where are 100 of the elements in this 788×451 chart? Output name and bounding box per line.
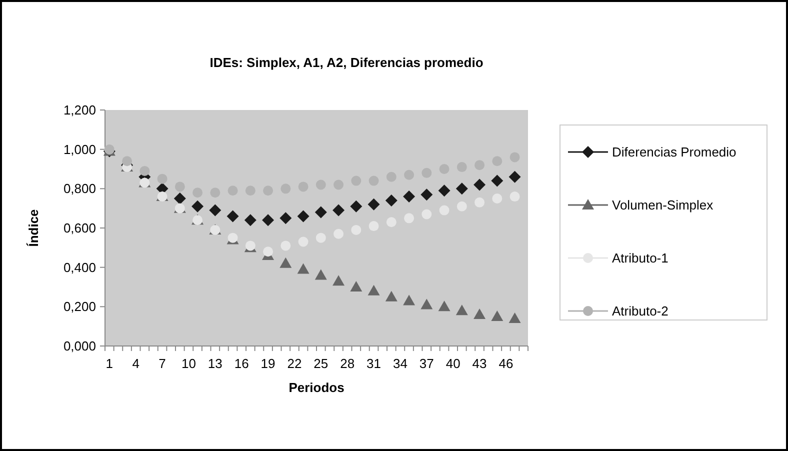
point xyxy=(334,228,344,239)
point xyxy=(510,192,520,202)
legend-label: Diferencias Promedio xyxy=(612,144,736,160)
point xyxy=(174,182,185,192)
point xyxy=(438,300,450,312)
y-tick-label: 0,000 xyxy=(63,338,96,354)
point xyxy=(386,172,396,182)
point xyxy=(228,186,238,196)
x-tick-label: 10 xyxy=(181,356,196,371)
point xyxy=(334,180,344,190)
legend-label: Volumen-Simplex xyxy=(612,198,714,213)
point xyxy=(404,213,414,224)
point xyxy=(456,201,467,212)
point xyxy=(491,174,504,187)
point xyxy=(491,310,504,321)
point xyxy=(422,209,432,220)
point xyxy=(192,188,203,198)
y-axis-title: Índice xyxy=(26,209,41,247)
point xyxy=(280,184,291,194)
x-tick-label: 40 xyxy=(446,356,460,371)
point xyxy=(438,184,450,197)
y-tick-label: 1,000 xyxy=(63,142,96,157)
y-tick-label: 0,800 xyxy=(63,181,96,196)
point xyxy=(297,210,310,222)
point xyxy=(157,174,168,184)
point xyxy=(368,176,379,186)
x-tick-label: 7 xyxy=(158,356,166,371)
point xyxy=(385,194,398,206)
point xyxy=(439,205,450,216)
point xyxy=(280,240,291,251)
x-axis-title: Periodos xyxy=(288,380,344,395)
y-tick-label: 1,200 xyxy=(63,102,96,118)
point xyxy=(456,162,467,172)
point xyxy=(350,281,362,292)
point xyxy=(245,186,256,196)
point xyxy=(351,176,362,186)
point xyxy=(368,221,379,232)
y-tick-label: 0,400 xyxy=(63,260,96,275)
point xyxy=(508,170,521,183)
x-tick-label: 13 xyxy=(208,356,222,371)
point xyxy=(474,178,486,191)
point xyxy=(508,312,521,323)
point xyxy=(456,304,468,316)
x-tick-label: 34 xyxy=(392,356,408,371)
point xyxy=(492,156,502,166)
x-tick-label: 46 xyxy=(498,356,514,371)
point xyxy=(332,204,345,216)
point xyxy=(262,214,274,226)
point xyxy=(439,164,450,174)
point xyxy=(226,210,239,222)
point xyxy=(510,152,520,162)
point xyxy=(210,188,220,198)
x-tick-label: 19 xyxy=(260,356,276,371)
point xyxy=(140,166,150,176)
point xyxy=(316,180,326,190)
point xyxy=(280,257,292,268)
point xyxy=(122,156,132,166)
point xyxy=(351,224,362,235)
point xyxy=(298,236,308,247)
x-tick-label: 1 xyxy=(106,356,114,371)
point xyxy=(263,246,274,257)
point xyxy=(403,294,416,306)
point xyxy=(420,298,433,310)
point xyxy=(298,182,308,192)
point xyxy=(368,198,380,210)
legend-label: Atributo-1 xyxy=(612,250,668,266)
point xyxy=(404,170,414,180)
point xyxy=(474,308,486,320)
y-tick-label: 0,600 xyxy=(63,220,96,236)
point xyxy=(280,212,292,224)
point xyxy=(403,190,416,203)
point xyxy=(422,168,432,178)
y-tick-label: 0,200 xyxy=(63,299,96,314)
point xyxy=(492,194,502,204)
point xyxy=(314,206,327,218)
point xyxy=(386,217,396,228)
x-tick-label: 16 xyxy=(234,356,249,371)
x-tick-label: 31 xyxy=(366,356,382,371)
point xyxy=(420,188,433,201)
point xyxy=(209,204,222,216)
point xyxy=(456,182,468,195)
point xyxy=(314,269,327,280)
chart-title: IDEs: Simplex, A1, A2, Diferencias promedio xyxy=(210,55,484,70)
point xyxy=(263,186,274,196)
point xyxy=(385,290,398,302)
point xyxy=(368,284,380,296)
x-tick-label: 28 xyxy=(340,356,355,371)
point xyxy=(192,200,204,212)
point xyxy=(474,160,485,170)
point xyxy=(350,200,362,212)
x-tick-label: 4 xyxy=(132,356,140,371)
x-tick-label: 43 xyxy=(472,356,487,371)
legend-label: Atributo-2 xyxy=(612,304,668,319)
point xyxy=(244,214,256,226)
x-tick-label: 25 xyxy=(314,356,328,371)
point xyxy=(174,192,186,204)
x-tick-label: 22 xyxy=(287,356,302,371)
point xyxy=(297,263,310,274)
point xyxy=(316,232,326,243)
x-tick-label: 37 xyxy=(419,356,434,371)
